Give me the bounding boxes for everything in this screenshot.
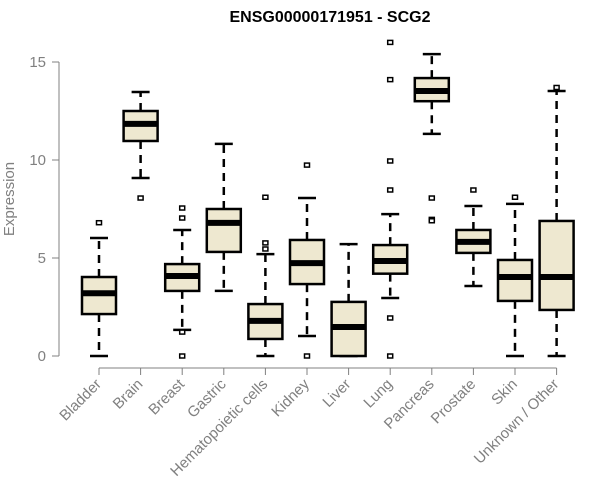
outlier-point — [178, 215, 186, 221]
box-bladder — [80, 219, 118, 358]
outlier-point — [386, 158, 394, 164]
iqr-box — [538, 219, 575, 312]
box-breast — [163, 205, 201, 359]
outlier-point — [386, 39, 394, 46]
outlier-point — [470, 187, 477, 193]
outlier-point — [386, 187, 394, 193]
outlier-point — [386, 315, 394, 321]
y-axis-label: Expression — [1, 162, 18, 236]
box-hematopoietic-cells — [247, 194, 284, 358]
outlier-point — [262, 240, 269, 246]
x-tick-label: Prostate — [428, 376, 480, 428]
y-tick-label: 10 — [29, 152, 46, 169]
box-prostate — [455, 187, 492, 288]
outlier-point — [553, 84, 560, 91]
x-tick-label: Breast — [145, 375, 188, 418]
box-unknown-other — [538, 84, 575, 358]
outlier-point — [262, 246, 269, 252]
outlier-point — [428, 195, 436, 201]
iqr-box — [496, 258, 534, 303]
x-tick-label: Brain — [110, 376, 147, 413]
outlier-point — [137, 195, 144, 201]
outlier-point — [95, 219, 103, 226]
x-tick-label: Bladder — [56, 376, 105, 425]
chart-title: ENSG00000171951 - SCG2 — [229, 9, 430, 26]
iqr-box — [205, 207, 243, 254]
outlier-point — [303, 162, 311, 168]
y-axis: 0 5 10 15 — [29, 54, 60, 365]
x-tick-label: Lung — [360, 376, 396, 412]
outlier-point — [303, 353, 311, 359]
y-tick-label: 5 — [38, 250, 46, 267]
boxes — [80, 39, 575, 359]
box-lung — [371, 39, 409, 359]
x-tick-label: Liver — [319, 376, 354, 411]
y-tick-label: 15 — [29, 54, 46, 71]
box-pancreas — [413, 52, 451, 224]
outlier-point — [511, 194, 519, 200]
x-tick-label: Kidney — [268, 375, 313, 420]
box-brain — [122, 90, 159, 201]
x-tick-label: Skin — [488, 376, 521, 409]
y-tick-label: 0 — [38, 348, 46, 365]
box-liver — [330, 242, 367, 358]
outlier-point — [178, 205, 186, 211]
box-kidney — [288, 162, 326, 359]
outlier-point — [386, 76, 394, 83]
outlier-point — [386, 353, 394, 359]
outlier-point — [262, 194, 269, 200]
outlier-point — [178, 329, 186, 335]
box-gastric — [205, 142, 243, 293]
box-skin — [496, 194, 534, 358]
outlier-point — [428, 218, 436, 224]
outlier-point — [178, 353, 186, 359]
